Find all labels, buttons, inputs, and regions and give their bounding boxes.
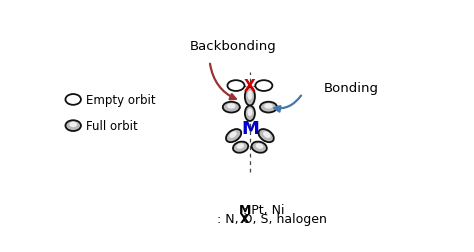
Ellipse shape [227,104,236,109]
Text: Full orbit: Full orbit [86,120,137,133]
Ellipse shape [233,142,248,153]
Ellipse shape [226,130,241,143]
Ellipse shape [69,122,77,128]
Text: : Pt, Ni: : Pt, Ni [243,203,284,216]
Text: Empty orbit: Empty orbit [86,93,155,107]
Ellipse shape [260,102,277,113]
Ellipse shape [258,130,274,143]
Ellipse shape [65,95,81,105]
Ellipse shape [247,91,253,100]
Ellipse shape [237,144,244,149]
Ellipse shape [263,132,271,138]
Ellipse shape [245,88,255,106]
Ellipse shape [229,132,237,138]
Text: X: X [244,79,256,94]
Ellipse shape [245,106,255,121]
Ellipse shape [255,144,264,149]
Text: X: X [240,212,250,225]
Ellipse shape [252,142,267,153]
Text: : N, O, S, halogen: : N, O, S, halogen [217,212,327,225]
Ellipse shape [65,121,81,132]
Ellipse shape [264,104,273,109]
Ellipse shape [247,109,253,116]
Ellipse shape [228,81,245,91]
Text: M: M [241,119,259,137]
Ellipse shape [255,81,273,91]
Text: Bonding: Bonding [324,82,379,95]
Ellipse shape [223,102,240,113]
Text: Backbonding: Backbonding [190,40,276,53]
Text: M: M [239,203,251,216]
